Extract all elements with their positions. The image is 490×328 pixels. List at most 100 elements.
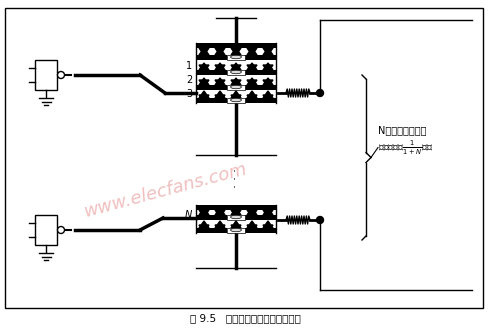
Ellipse shape [231,55,242,59]
Polygon shape [215,48,225,55]
Polygon shape [231,221,241,228]
Polygon shape [263,78,273,85]
Bar [227,55,245,60]
Bar [227,228,245,233]
Polygon shape [263,65,273,72]
Ellipse shape [231,85,242,89]
Bar [196,98,276,103]
Polygon shape [199,221,209,228]
Polygon shape [247,208,257,215]
Bar [198,95,274,98]
Bar [227,85,245,90]
Polygon shape [215,225,225,232]
Bar [227,85,245,90]
Bar [227,215,245,220]
Polygon shape [199,210,209,217]
Polygon shape [247,95,257,102]
Polygon shape [215,210,225,217]
Polygon shape [231,63,241,70]
Polygon shape [215,221,225,228]
Polygon shape [231,48,241,55]
Bar [198,65,274,70]
Polygon shape [215,91,225,98]
Ellipse shape [231,98,242,102]
Polygon shape [215,65,225,72]
Polygon shape [263,48,273,55]
Polygon shape [231,95,241,102]
Bar [196,85,276,90]
Circle shape [317,216,323,223]
Text: · · ·: · · · [229,168,243,188]
Polygon shape [199,95,209,102]
Polygon shape [247,225,257,232]
Polygon shape [215,78,225,85]
Polygon shape [247,48,257,55]
Bar [227,98,245,103]
Bar [227,70,245,75]
Polygon shape [231,225,241,232]
Polygon shape [231,80,241,87]
Bar [35,215,57,245]
Text: N: N [185,210,192,220]
Polygon shape [247,78,257,85]
Polygon shape [247,221,257,228]
Bar [196,228,276,233]
Polygon shape [199,48,209,55]
Text: N条地线分离信号: N条地线分离信号 [378,125,426,135]
Polygon shape [247,210,257,217]
Ellipse shape [231,215,242,219]
Bar [196,70,276,75]
Polygon shape [215,48,225,55]
Polygon shape [263,95,273,102]
Polygon shape [215,80,225,87]
Polygon shape [199,78,209,85]
Text: www.elecfans.com: www.elecfans.com [81,159,248,220]
Bar [196,205,276,210]
Polygon shape [231,210,241,217]
Bar [227,70,245,75]
Polygon shape [247,65,257,72]
Polygon shape [263,48,273,55]
Polygon shape [199,63,209,70]
Bar [227,215,245,220]
Bar [227,228,245,233]
Polygon shape [199,48,209,55]
Bar [198,210,274,215]
Text: 耦合按系数$\frac{1}{1+N}$减少: 耦合按系数$\frac{1}{1+N}$减少 [378,139,434,157]
Ellipse shape [231,70,242,74]
Polygon shape [231,78,241,85]
Bar [198,48,274,55]
Bar [196,55,276,60]
Circle shape [317,90,323,96]
Circle shape [57,227,65,234]
Bar [35,60,57,90]
Polygon shape [215,208,225,215]
Circle shape [57,72,65,78]
Polygon shape [231,48,241,55]
Polygon shape [199,225,209,232]
Polygon shape [247,63,257,70]
Polygon shape [263,208,273,215]
Polygon shape [247,80,257,87]
Polygon shape [263,80,273,87]
Polygon shape [263,63,273,70]
Polygon shape [199,208,209,215]
Bar [196,215,276,220]
Polygon shape [231,91,241,98]
Polygon shape [199,91,209,98]
Text: 3: 3 [186,89,192,99]
Ellipse shape [231,228,242,232]
Polygon shape [199,65,209,72]
Polygon shape [263,225,273,232]
Text: 1: 1 [186,61,192,71]
Bar [227,98,245,103]
Polygon shape [231,65,241,72]
Polygon shape [247,91,257,98]
Polygon shape [263,221,273,228]
Polygon shape [231,208,241,215]
Polygon shape [263,210,273,217]
Bar [196,43,276,48]
Bar [198,225,274,228]
Polygon shape [247,48,257,55]
Polygon shape [215,95,225,102]
